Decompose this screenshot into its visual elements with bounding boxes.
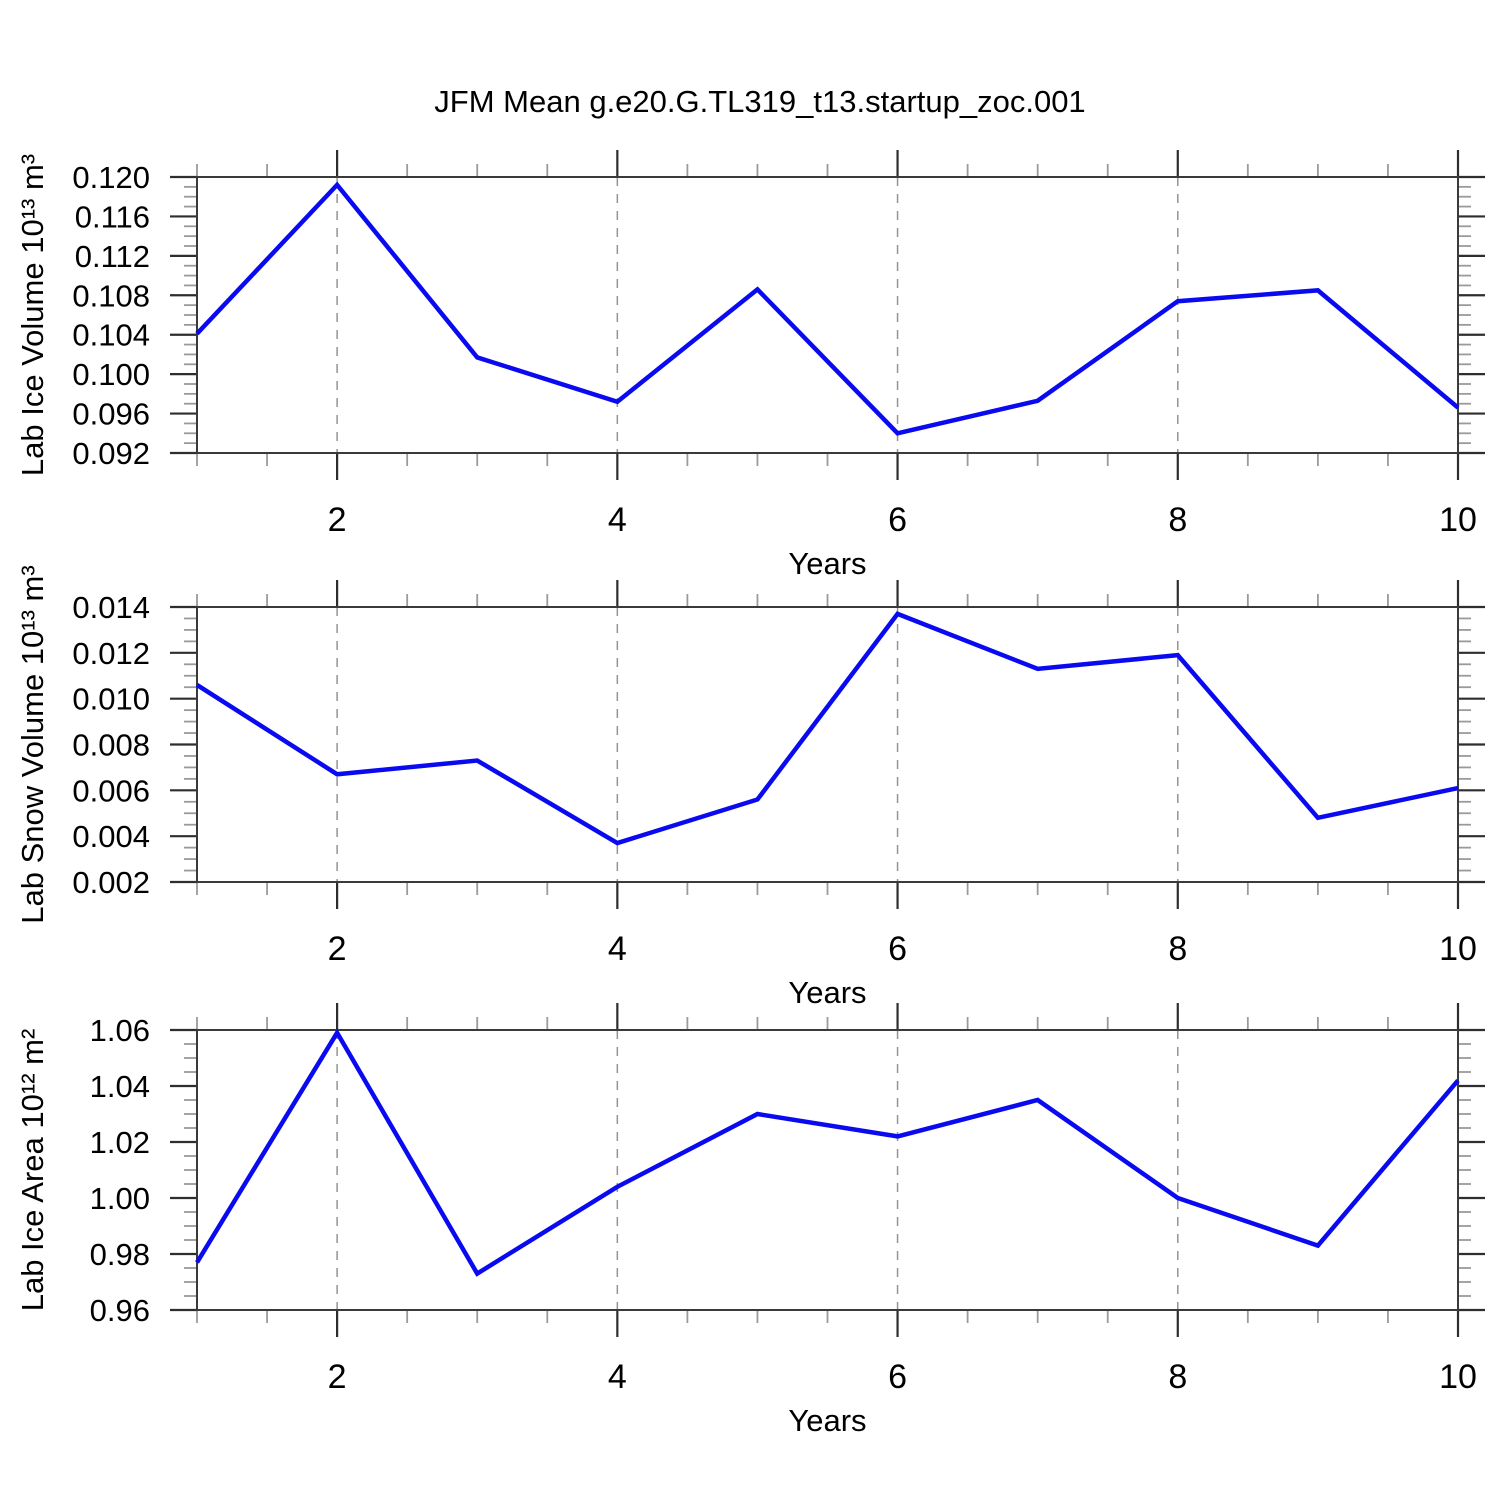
panel-snow-volume: 0.002 0.004 0.006 0.008 0.010 0.012 0.014 2 4 6 8 1…	[15, 565, 1485, 1010]
y-tick-label: 0.092	[72, 436, 150, 471]
y-tick-label: 0.014	[72, 590, 150, 625]
y-tick-label: 0.008	[72, 728, 150, 763]
x-tick-label: 2	[328, 501, 347, 539]
plot-frame	[196, 176, 1459, 454]
y-tick-label: 0.108	[72, 278, 150, 313]
x-tick-label: 6	[888, 501, 907, 539]
x-tick-label: 6	[888, 930, 907, 968]
y-tick-label: 0.096	[72, 397, 150, 432]
data-line	[195, 611, 1459, 846]
y-tick-label: 0.006	[72, 773, 150, 808]
y-axis-title: Lab Ice Volume 10¹³ m³	[15, 154, 50, 476]
y-tick-label: 1.04	[90, 1069, 150, 1104]
x-tick-label: 2	[328, 930, 347, 968]
y-tick-label: 0.002	[72, 865, 150, 900]
y-axis-title: Lab Ice Area 10¹² m²	[15, 1029, 50, 1312]
panels: 0.092 0.096 0.100 0.104 0.108 0.112 0.116 0.120…	[15, 150, 1485, 1438]
y-tick-label: 0.012	[72, 636, 150, 671]
x-tick-label: 4	[608, 501, 627, 539]
y-axis-title: Lab Snow Volume 10¹³ m³	[15, 565, 50, 923]
x-tick-label: 4	[608, 1358, 627, 1396]
plot-frame	[196, 606, 1459, 883]
x-tick-label: 8	[1168, 1358, 1187, 1396]
x-tick-label: 6	[888, 1358, 907, 1396]
x-tick-label: 10	[1439, 1358, 1477, 1396]
x-tick-label: 4	[608, 930, 627, 968]
y-tick-label: 0.010	[72, 682, 150, 717]
y-tick-label: 0.112	[75, 239, 150, 274]
y-tick-label: 0.98	[90, 1237, 150, 1272]
x-axis-title: Years	[788, 546, 866, 581]
x-tick-label: 8	[1168, 930, 1187, 968]
y-tick-label: 0.120	[72, 160, 150, 195]
data-line	[195, 181, 1460, 436]
x-axis-title: Years	[788, 975, 866, 1010]
x-tick-label: 10	[1439, 501, 1477, 539]
y-tick-label: 0.004	[72, 819, 150, 854]
panel-ice-volume: 0.092 0.096 0.100 0.104 0.108 0.112 0.116 0.120…	[15, 150, 1485, 581]
y-tick-label: 0.116	[75, 199, 150, 234]
y-tick-label: 1.06	[90, 1013, 150, 1048]
y-tick-label: 0.104	[72, 318, 150, 353]
y-tick-label: 0.96	[90, 1293, 150, 1328]
x-tick-label: 10	[1439, 930, 1477, 968]
plot-frame	[196, 1029, 1459, 1311]
y-tick-label: 1.02	[90, 1125, 150, 1160]
y-tick-label: 0.100	[72, 357, 150, 392]
data-line	[195, 1028, 1460, 1277]
chart-title: JFM Mean g.e20.G.TL319_t13.startup_zoc.0…	[434, 84, 1085, 119]
panel-ice-area: 0.96 0.98 1.00 1.02 1.04 1.06 2 4 6 8 10 Years Lab I…	[15, 1003, 1485, 1438]
x-axis-title: Years	[788, 1403, 866, 1438]
x-tick-label: 8	[1168, 501, 1187, 539]
x-tick-label: 2	[328, 1358, 347, 1396]
y-tick-label: 1.00	[90, 1181, 150, 1216]
